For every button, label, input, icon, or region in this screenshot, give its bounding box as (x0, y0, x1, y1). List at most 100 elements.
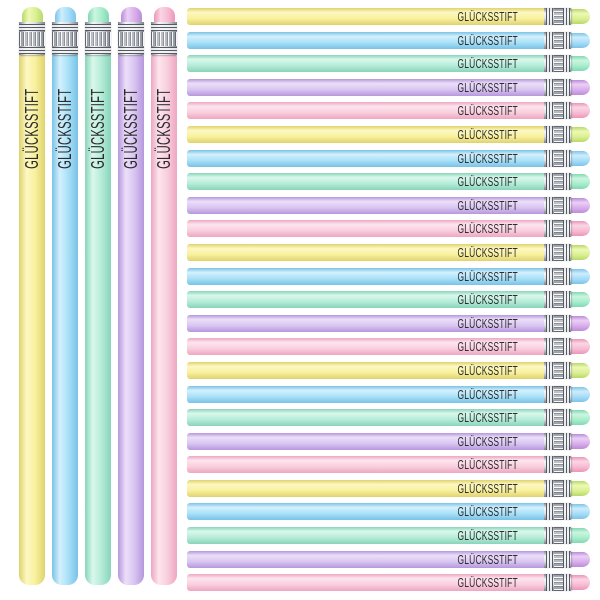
horizontal-pencil-group: GLÜCKSSTIFT GLÜCKSSTIFT GLÜCKSSTIFT GLÜCKSS… (187, 8, 590, 592)
eraser-cap (570, 575, 590, 591)
horizontal-pencil-blue: GLÜCKSSTIFT (187, 267, 590, 285)
brand-label: GLÜCKSSTIFT (54, 88, 75, 170)
vertical-pencil-yellow: GLÜCKSSTIFT (19, 7, 45, 585)
ferrule-crimp-right (563, 409, 570, 427)
ferrule-crimp-right (563, 125, 570, 143)
eraser-cap (570, 32, 590, 48)
pencil-body: GLÜCKSSTIFT (187, 196, 544, 214)
eraser-cap (570, 362, 590, 378)
ferrule (544, 550, 571, 568)
ferrule (544, 361, 571, 379)
pencil-body: GLÜCKSSTIFT (187, 173, 544, 191)
eraser-cap (570, 221, 590, 237)
ferrule-ribs (554, 314, 563, 332)
ferrule-crimp-bottom (85, 47, 111, 54)
brand-label: GLÜCKSSTIFT (457, 386, 518, 402)
brand-label: GLÜCKSSTIFT (87, 88, 108, 170)
brand-label: GLÜCKSSTIFT (21, 88, 42, 170)
pencil-body: GLÜCKSSTIFT (187, 149, 544, 167)
eraser-cap (570, 339, 590, 355)
ferrule-crimp-left (546, 479, 553, 497)
ferrule (544, 55, 571, 73)
ferrule-crimp-right (563, 456, 570, 474)
ferrule-ribs (554, 220, 563, 238)
ferrule (544, 102, 571, 120)
horizontal-pencil-purple: GLÜCKSSTIFT (187, 78, 590, 96)
ferrule-crimp-right (563, 267, 570, 285)
pencil-body: GLÜCKSSTIFT (187, 361, 544, 379)
ferrule (544, 385, 571, 403)
ferrule-crimp-left (546, 220, 553, 238)
ferrule (544, 456, 571, 474)
ferrule-crimp-right (563, 479, 570, 497)
ferrule-ribs (554, 385, 563, 403)
pencil-body: GLÜCKSSTIFT (187, 385, 544, 403)
ferrule-crimp-right (563, 432, 570, 450)
brand-label: GLÜCKSSTIFT (457, 9, 518, 24)
brand-label: GLÜCKSSTIFT (457, 174, 518, 190)
eraser-cap (570, 244, 590, 260)
ferrule-ribs (554, 173, 563, 191)
ferrule (544, 125, 571, 143)
horizontal-pencil-pink: GLÜCKSSTIFT (187, 456, 590, 474)
eraser-cap (570, 56, 590, 72)
ferrule-ribs (554, 291, 563, 309)
pencil-body: GLÜCKSSTIFT (118, 55, 144, 585)
brand-label: GLÜCKSSTIFT (457, 315, 518, 331)
ferrule (544, 574, 571, 592)
ferrule-crimp-bottom (19, 47, 45, 54)
pencil-body: GLÜCKSSTIFT (187, 31, 544, 49)
eraser-cap (570, 174, 590, 190)
ferrule-crimp-left (546, 291, 553, 309)
pencil-body: GLÜCKSSTIFT (187, 125, 544, 143)
pencil-body: GLÜCKSSTIFT (187, 243, 544, 261)
ferrule-crimp-right (563, 243, 570, 261)
pencil-body: GLÜCKSSTIFT (52, 55, 78, 585)
ferrule-ribs (554, 149, 563, 167)
pencil-body: GLÜCKSSTIFT (187, 267, 544, 285)
ferrule-ribs (554, 527, 563, 545)
ferrule-ribs (554, 409, 563, 427)
eraser-cap (87, 7, 109, 23)
eraser-cap (570, 292, 590, 308)
ferrule-crimp-right (563, 574, 570, 592)
brand-label: GLÜCKSSTIFT (457, 480, 518, 496)
brand-label: GLÜCKSSTIFT (457, 126, 518, 142)
pencil-body: GLÜCKSSTIFT (187, 314, 544, 332)
ferrule-crimp-top (19, 24, 45, 31)
ferrule-crimp-right (563, 550, 570, 568)
vertical-pencil-pink: GLÜCKSSTIFT (151, 7, 177, 585)
eraser-cap (570, 551, 590, 567)
ferrule-crimp-left (546, 527, 553, 545)
brand-label: GLÜCKSSTIFT (457, 528, 518, 544)
ferrule-ribs (554, 267, 563, 285)
brand-label: GLÜCKSSTIFT (457, 221, 518, 237)
ferrule-crimp-left (546, 409, 553, 427)
brand-label-wrap: GLÜCKSSTIFT (52, 89, 78, 169)
ferrule-ribs (19, 32, 45, 46)
eraser-cap (570, 480, 590, 496)
ferrule (544, 338, 571, 356)
ferrule-crimp-left (546, 31, 553, 49)
brand-label: GLÜCKSSTIFT (457, 575, 518, 591)
ferrule-crimp-left (546, 55, 553, 73)
horizontal-pencil-mint: GLÜCKSSTIFT (187, 173, 590, 191)
ferrule (544, 31, 571, 49)
vertical-pencil-mint: GLÜCKSSTIFT (85, 7, 111, 585)
ferrule (544, 196, 571, 214)
horizontal-pencil-blue: GLÜCKSSTIFT (187, 31, 590, 49)
ferrule-crimp-right (563, 149, 570, 167)
ferrule-ribs (554, 361, 563, 379)
pencil-body: GLÜCKSSTIFT (187, 8, 544, 25)
brand-label-wrap: GLÜCKSSTIFT (19, 89, 45, 169)
ferrule-crimp-left (546, 243, 553, 261)
ferrule-ribs (554, 574, 563, 592)
eraser-cap (570, 150, 590, 166)
pencil-body: GLÜCKSSTIFT (187, 338, 544, 356)
ferrule-crimp-right (563, 220, 570, 238)
pencil-body: GLÜCKSSTIFT (85, 55, 111, 585)
ferrule-crimp-left (546, 314, 553, 332)
eraser-cap (570, 103, 590, 119)
ferrule-ribs (554, 550, 563, 568)
